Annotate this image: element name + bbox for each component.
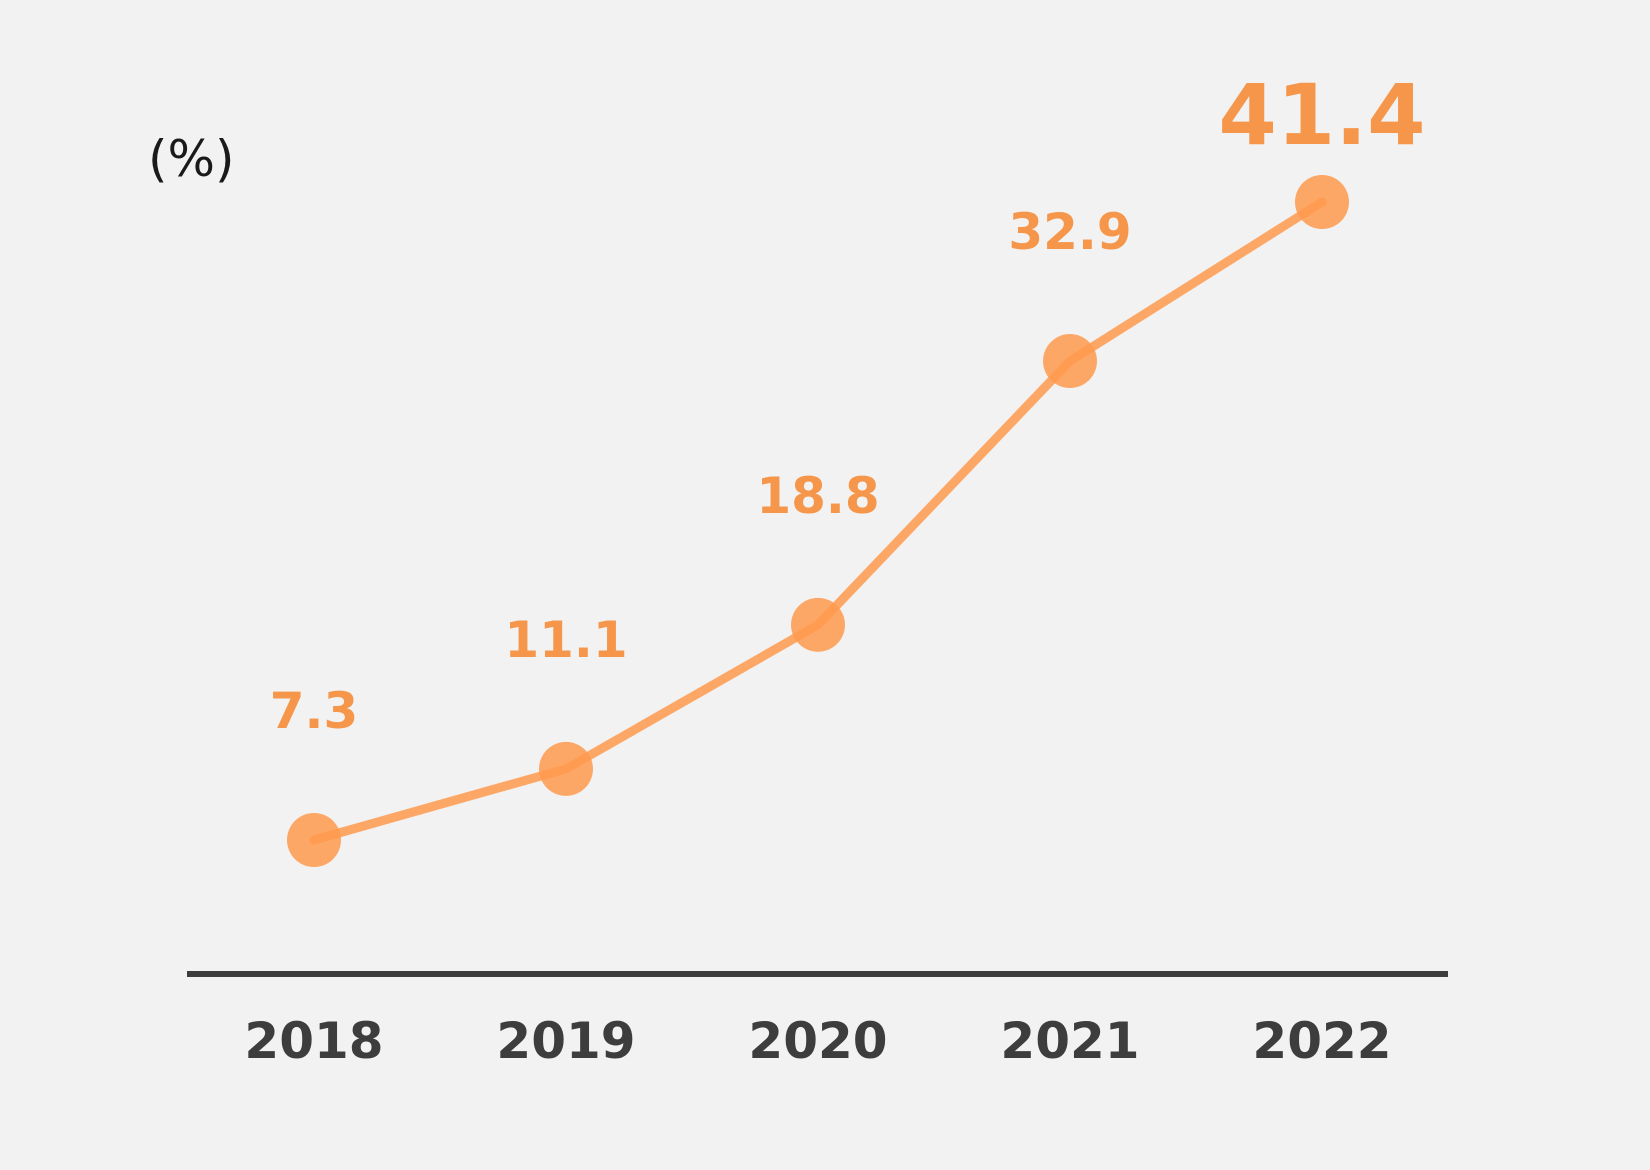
x-tick-layer: 2018 2019 2020 2021 2022 (244, 1012, 1391, 1070)
data-point-2021 (1043, 334, 1097, 389)
data-label-2019: 11.1 (504, 611, 627, 669)
data-point-2018 (287, 813, 341, 867)
x-tick-label-2018: 2018 (244, 1012, 383, 1070)
data-label-2022: 41.4 (1218, 66, 1425, 164)
x-tick-label-2021: 2021 (1000, 1012, 1139, 1070)
data-label-2020: 18.8 (756, 467, 879, 525)
data-point-2020 (791, 597, 845, 652)
x-tick-label-2022: 2022 (1252, 1012, 1391, 1070)
x-tick-label-2020: 2020 (748, 1012, 887, 1070)
data-point-2019 (539, 741, 593, 796)
series-layer (287, 175, 1349, 867)
unit-label: (%) (148, 130, 235, 188)
data-label-layer: 7.3 11.1 18.8 32.9 41.4 (270, 66, 1426, 740)
data-point-2022 (1295, 175, 1349, 229)
x-tick-label-2019: 2019 (496, 1012, 635, 1070)
data-label-2021: 32.9 (1008, 203, 1131, 261)
data-label-2018: 7.3 (270, 682, 359, 740)
